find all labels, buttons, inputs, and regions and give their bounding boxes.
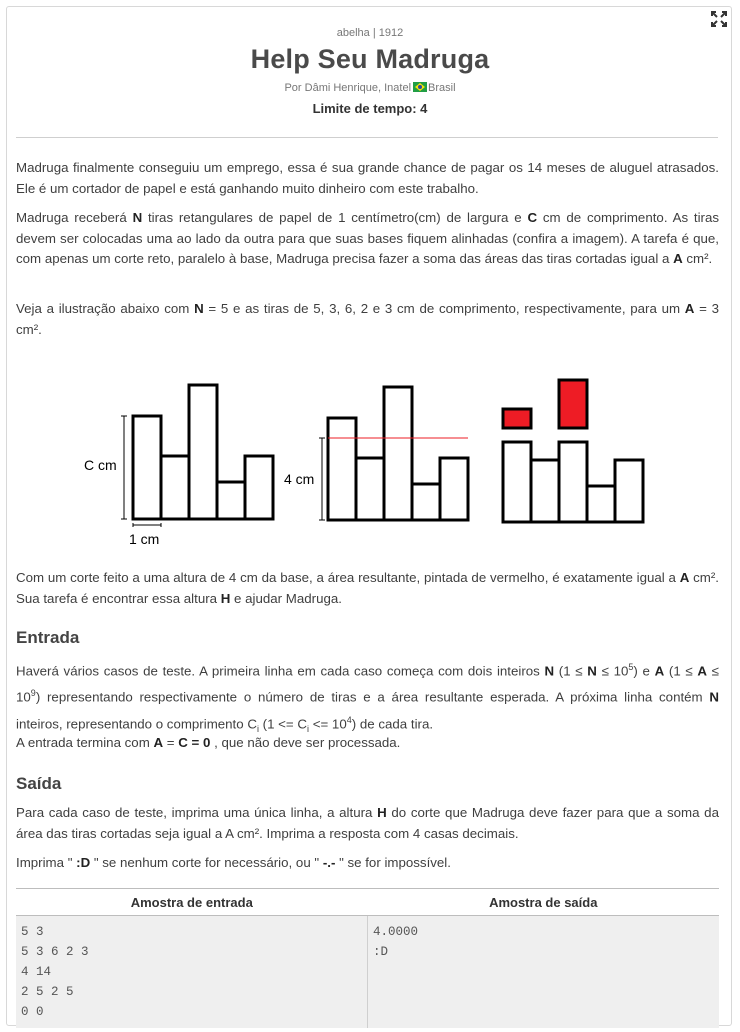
remaining-4 [585,484,617,524]
strip-3-6cm [187,383,219,521]
label-4-cm: 4 cm [284,471,314,487]
sample-input[interactable]: 5 3 5 3 6 2 3 4 14 2 5 2 5 0 0 [16,915,368,1028]
label-1-cm: 1 cm [129,531,159,547]
remaining-3 [557,440,589,524]
strip-5-3cm [243,454,275,521]
samples-table: Amostra de entrada Amostra de saída 5 3 … [16,888,719,1028]
intro-paragraph-1: Madruga finalmente conseguiu um emprego,… [16,160,719,196]
sample-output-header: Amostra de saída [367,888,719,916]
country-link[interactable]: Brasil [428,82,456,94]
intro-paragraph-3: Veja a ilustração abaixo com N = 5 e as … [16,301,719,337]
strip-b1 [326,416,358,522]
page-title: Help Seu Madruga [250,44,490,74]
author-text: Por Dâmi Henrique, Inatel [284,82,412,94]
input-paragraph-1: Haverá vários casos de teste. A primeira… [16,662,719,734]
output-paragraph-2: Imprima " :D " se nenhum corte for neces… [16,855,451,870]
output-paragraph-1: Para cada caso de teste, imprima uma úni… [16,805,719,841]
input-paragraph-2: A entrada termina com A = C = 0 , que nã… [16,735,401,750]
intro-paragraph-2: Madruga receberá N tiras retangulares de… [16,210,720,266]
strip-b3 [382,385,414,522]
remaining-1 [501,440,533,524]
sample-input-header: Amostra de entrada [16,888,368,916]
expand-icon[interactable] [710,10,728,28]
figure-explanation: Com um corte feito a uma altura de 4 cm … [16,570,720,606]
remaining-2 [529,458,561,524]
remaining-5 [613,458,645,524]
strip-b4 [410,482,442,522]
cut-piece-1 [501,407,533,430]
divider [16,137,718,138]
strip-2-3cm [159,454,191,521]
strip-b5 [438,456,470,522]
input-heading: Entrada [16,628,80,647]
strip-4-2cm [215,480,247,521]
brazil-flag-icon [413,82,428,92]
strip-1-5cm [131,414,163,521]
problem-source: abelha | 1912 [336,27,404,39]
author-line: Por Dâmi Henrique, Inatel Brasil [0,82,740,94]
label-c-cm: C cm [84,457,117,473]
sample-output[interactable]: 4.0000 :D [367,915,719,1028]
time-limit: Limite de tempo: 4 [312,101,428,116]
cut-piece-3 [557,378,589,430]
strips-illustration: C cm 1 cm 4 cm [84,378,645,547]
strip-b2 [354,456,386,522]
output-heading: Saída [16,774,62,793]
